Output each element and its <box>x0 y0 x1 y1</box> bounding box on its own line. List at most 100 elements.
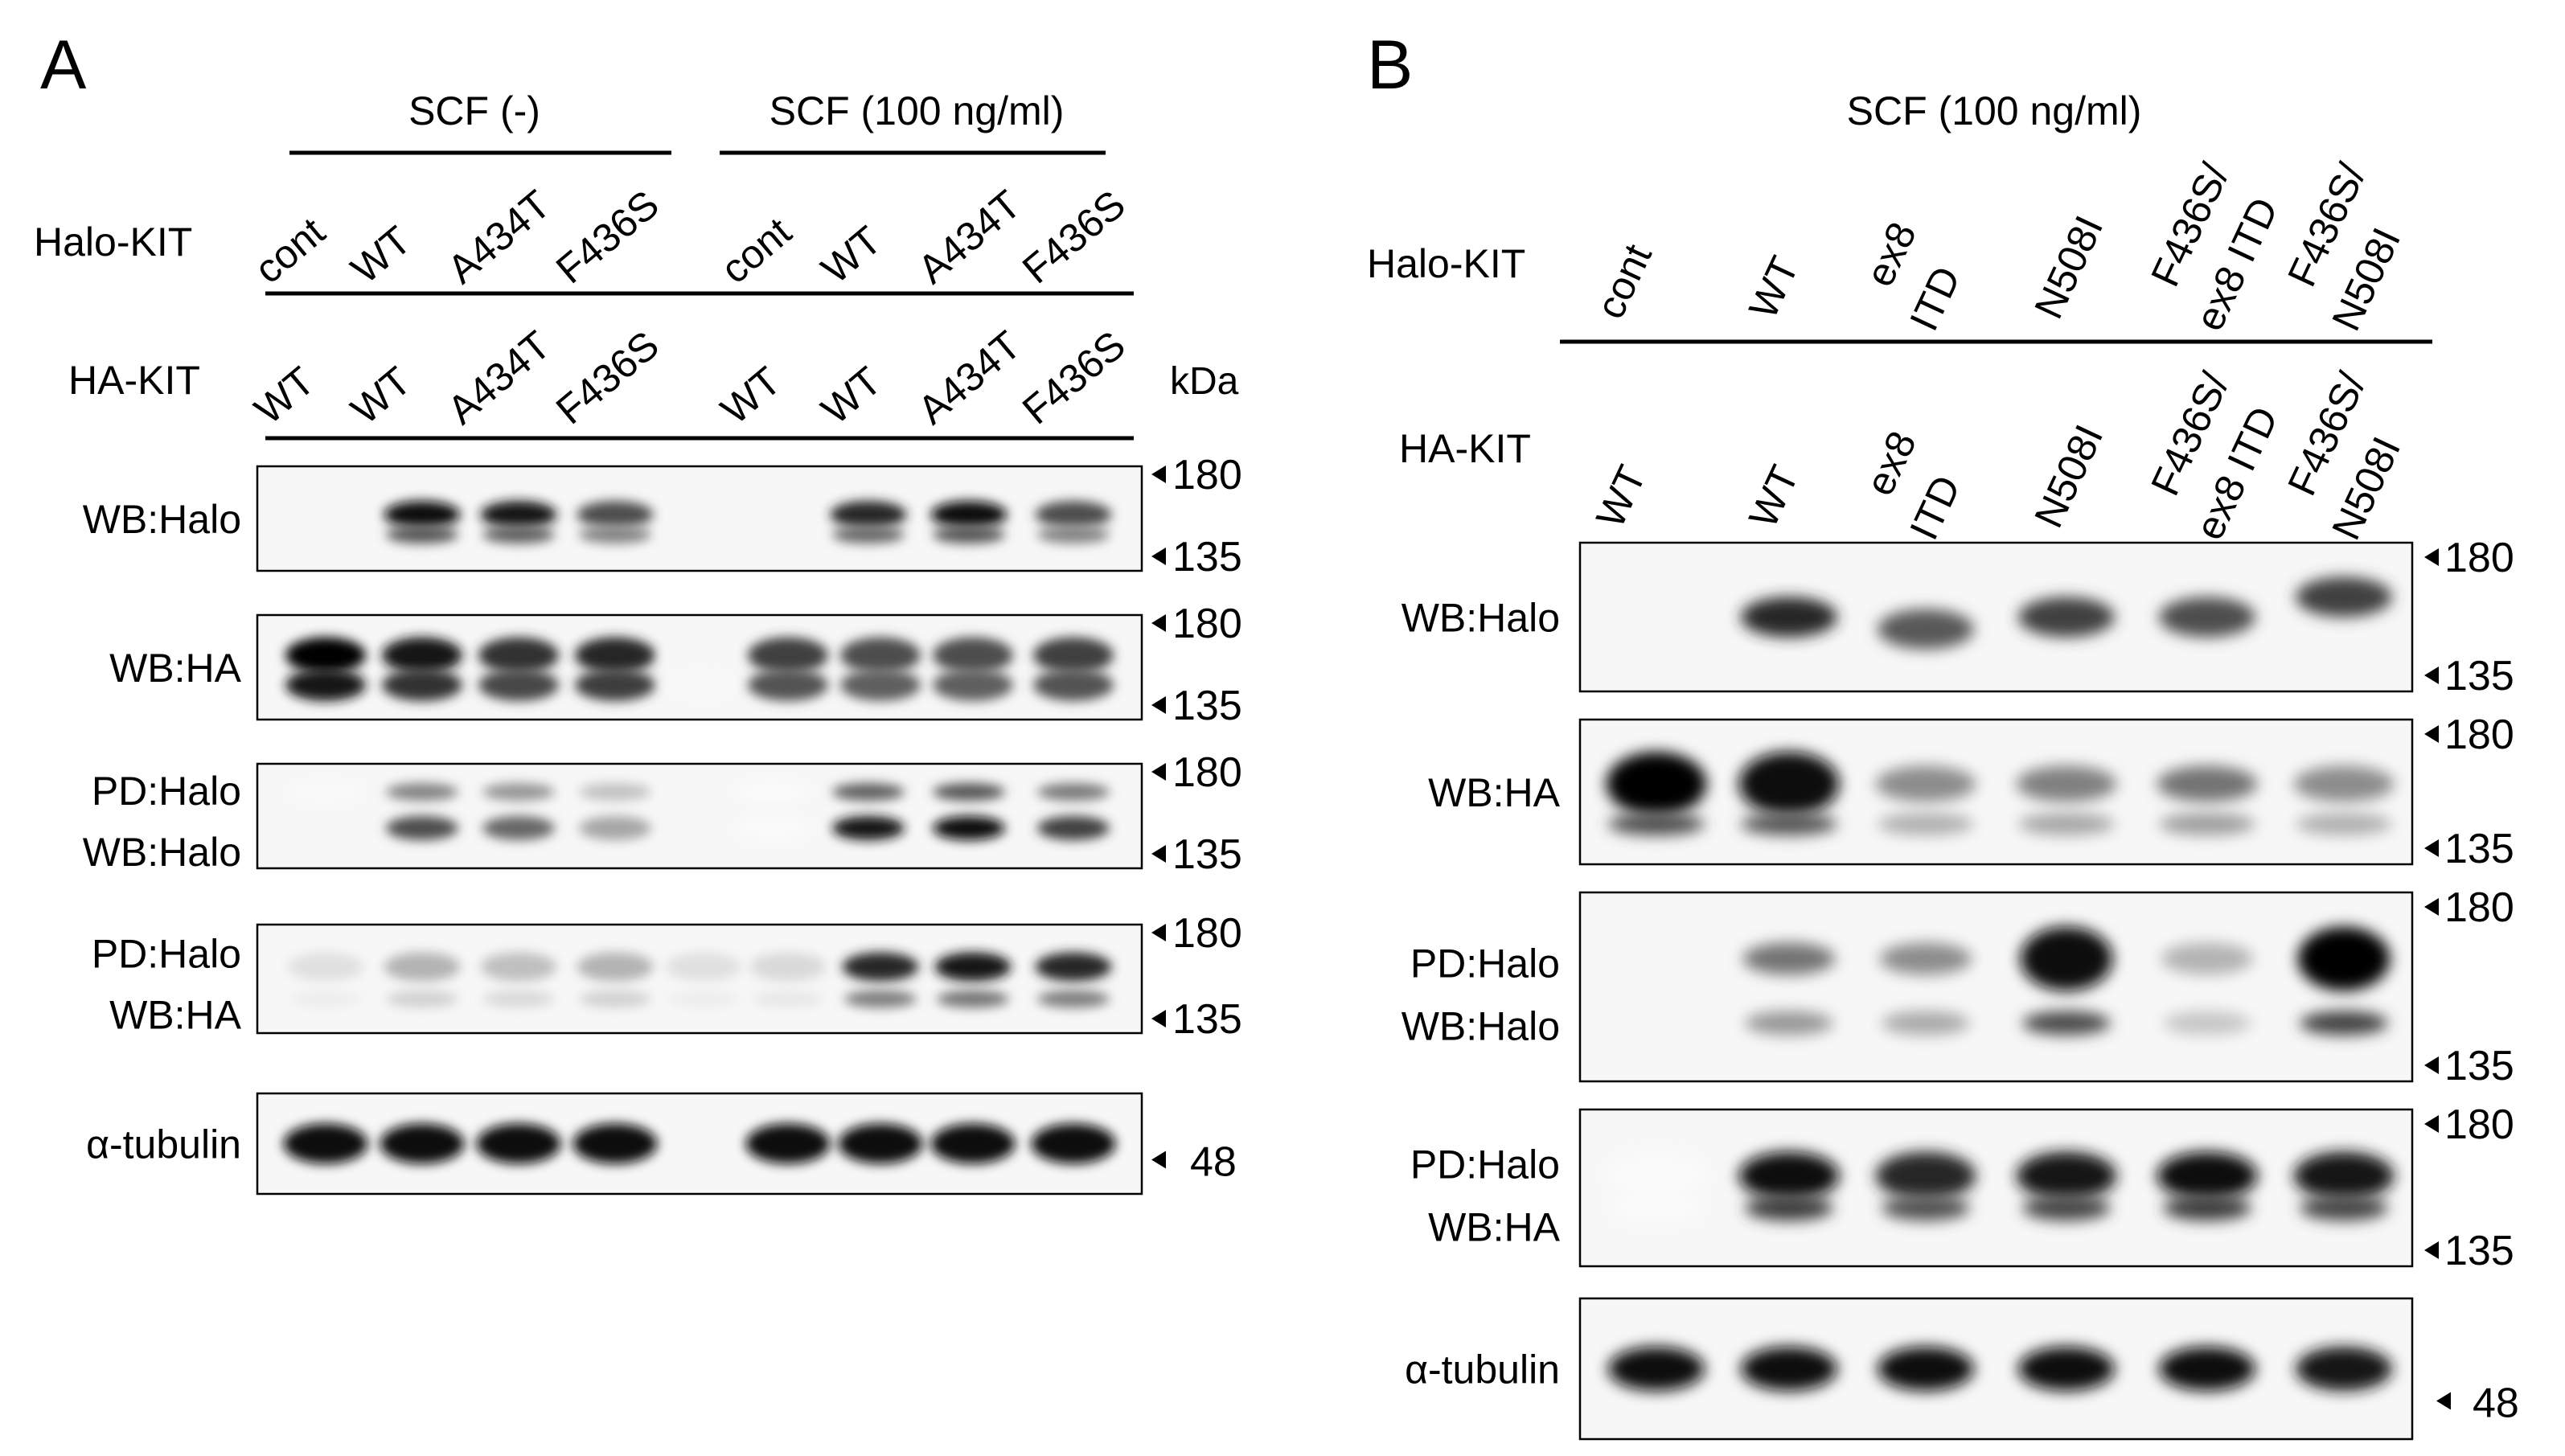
kda-marker: 180 <box>1172 749 1242 796</box>
blot-band <box>665 952 742 982</box>
marker-arrow-icon <box>2424 1056 2439 1074</box>
blot-band <box>482 816 555 840</box>
panel-letter-b: B <box>1367 27 1413 104</box>
marker-arrow-icon <box>1151 548 1166 565</box>
blot-band <box>289 783 362 801</box>
blot-band <box>930 501 1008 528</box>
marker-arrow-icon <box>2424 839 2439 857</box>
blot-label: WB:Halo <box>1402 596 1560 641</box>
blot-band <box>478 669 559 701</box>
blot-band <box>1738 752 1840 816</box>
lane-label: ex8 <box>1857 215 1925 293</box>
blot-band <box>933 669 1013 701</box>
blot-panel: PD:Halo WB:HA 180 135 <box>1410 1101 2514 1274</box>
marker-arrow-icon <box>1151 696 1166 714</box>
blot-band <box>1608 1347 1705 1391</box>
blot-band <box>1037 783 1110 801</box>
blot-panel: PD:Halo WB:Halo 180 135 <box>1402 884 2514 1089</box>
blot-band <box>1745 1195 1833 1221</box>
blot-band <box>482 783 555 801</box>
blot-band <box>380 1123 465 1164</box>
blot-band <box>1745 1011 1833 1036</box>
lane-label: cont <box>1587 237 1660 325</box>
blot-band <box>736 816 808 840</box>
marker-arrow-icon <box>1151 466 1166 483</box>
halo-lane-label: WT <box>813 218 890 293</box>
blot-band <box>289 816 362 840</box>
group-label-scf-minus: SCF (-) <box>408 88 540 133</box>
halo-lane-label: WT <box>343 218 420 293</box>
blot-label: PD:Halo <box>92 769 241 814</box>
ha-lane-label: A434T <box>909 322 1029 433</box>
blot-band <box>2016 765 2117 802</box>
ha-lane-label: F436S <box>1014 322 1134 433</box>
blot-band <box>384 501 461 528</box>
blot-band <box>1031 1123 1116 1164</box>
blot-band <box>736 783 808 801</box>
blot-band <box>1608 813 1705 835</box>
marker-arrow-icon <box>1151 845 1166 863</box>
blot-band <box>573 1123 658 1164</box>
blot-band <box>1037 990 1110 1008</box>
kda-marker: 180 <box>1172 910 1242 957</box>
marker-arrow-icon <box>1151 1010 1166 1027</box>
kda-marker: 135 <box>2444 1228 2514 1274</box>
blot-label: WB:Halo <box>83 497 241 542</box>
blot-panel: PD:Halo WB:HA 180 135 <box>92 910 1242 1043</box>
blot-band <box>1612 1195 1701 1221</box>
blot-band <box>1738 1151 1840 1200</box>
kda-marker: 135 <box>2444 1043 2514 1089</box>
blot-band <box>1033 637 1114 674</box>
ha-lane-label: WT <box>246 359 323 433</box>
ha-lane-label: A434T <box>439 322 559 433</box>
blot-frame <box>256 762 1143 870</box>
blot-band <box>2159 597 2255 638</box>
blot-band <box>289 990 362 1008</box>
blot-band <box>748 669 828 701</box>
blot-band <box>386 783 458 801</box>
blot-band <box>1875 1151 1976 1200</box>
blot-label: WB:HA <box>109 993 242 1038</box>
lane-label: N508I <box>2025 209 2112 326</box>
blot-band <box>2157 1151 2258 1200</box>
blot-band <box>283 1123 368 1164</box>
lane-label: N508I <box>2025 418 2112 535</box>
blot-band <box>386 816 458 840</box>
panel-a: A SCF (-) SCF (100 ng/ml) Halo-KIT HA-KIT con… <box>34 27 1242 1196</box>
blot-band <box>482 990 555 1008</box>
kda-label: kDa <box>1170 360 1239 403</box>
blot-band <box>2022 1195 2111 1221</box>
blot-band <box>478 637 559 674</box>
blot-band <box>663 669 744 701</box>
marker-arrow-icon <box>2424 666 2439 684</box>
blot-band <box>2300 1195 2388 1221</box>
blot-band <box>2293 1151 2395 1200</box>
blot-band <box>2018 597 2115 638</box>
blot-band <box>1741 813 1837 835</box>
ha-lane-label: WT <box>343 359 420 433</box>
blot-band <box>1035 501 1112 528</box>
blot-panel: α-tubulin 48 <box>1405 1297 2519 1441</box>
row-label-halo-kit-b: Halo-KIT <box>1367 241 1525 286</box>
group-label-scf-100-b: SCF (100 ng/ml) <box>1847 88 2142 133</box>
blot-frame <box>1578 1108 2414 1268</box>
lane-label: WT <box>1740 250 1808 326</box>
marker-arrow-icon <box>1151 1150 1166 1169</box>
blot-band <box>2296 1347 2392 1391</box>
blot-band <box>832 783 905 801</box>
halo-lane-label: F436S <box>1014 182 1134 293</box>
blot-band <box>382 637 462 674</box>
row-label-halo-kit: Halo-KIT <box>34 219 192 265</box>
blot-band <box>663 637 744 674</box>
kda-marker: 135 <box>2444 653 2514 699</box>
blot-band <box>2157 765 2258 802</box>
lane-label: WT <box>1740 459 1808 535</box>
blot-band <box>2020 926 2113 991</box>
blot-band <box>933 783 1005 801</box>
blot-panel: WB:HA 180 135 <box>1428 712 2514 872</box>
blot-frame <box>1578 891 2414 1083</box>
blot-band <box>838 1123 923 1164</box>
blot-band <box>667 990 740 1008</box>
blot-band <box>1882 1195 1970 1221</box>
